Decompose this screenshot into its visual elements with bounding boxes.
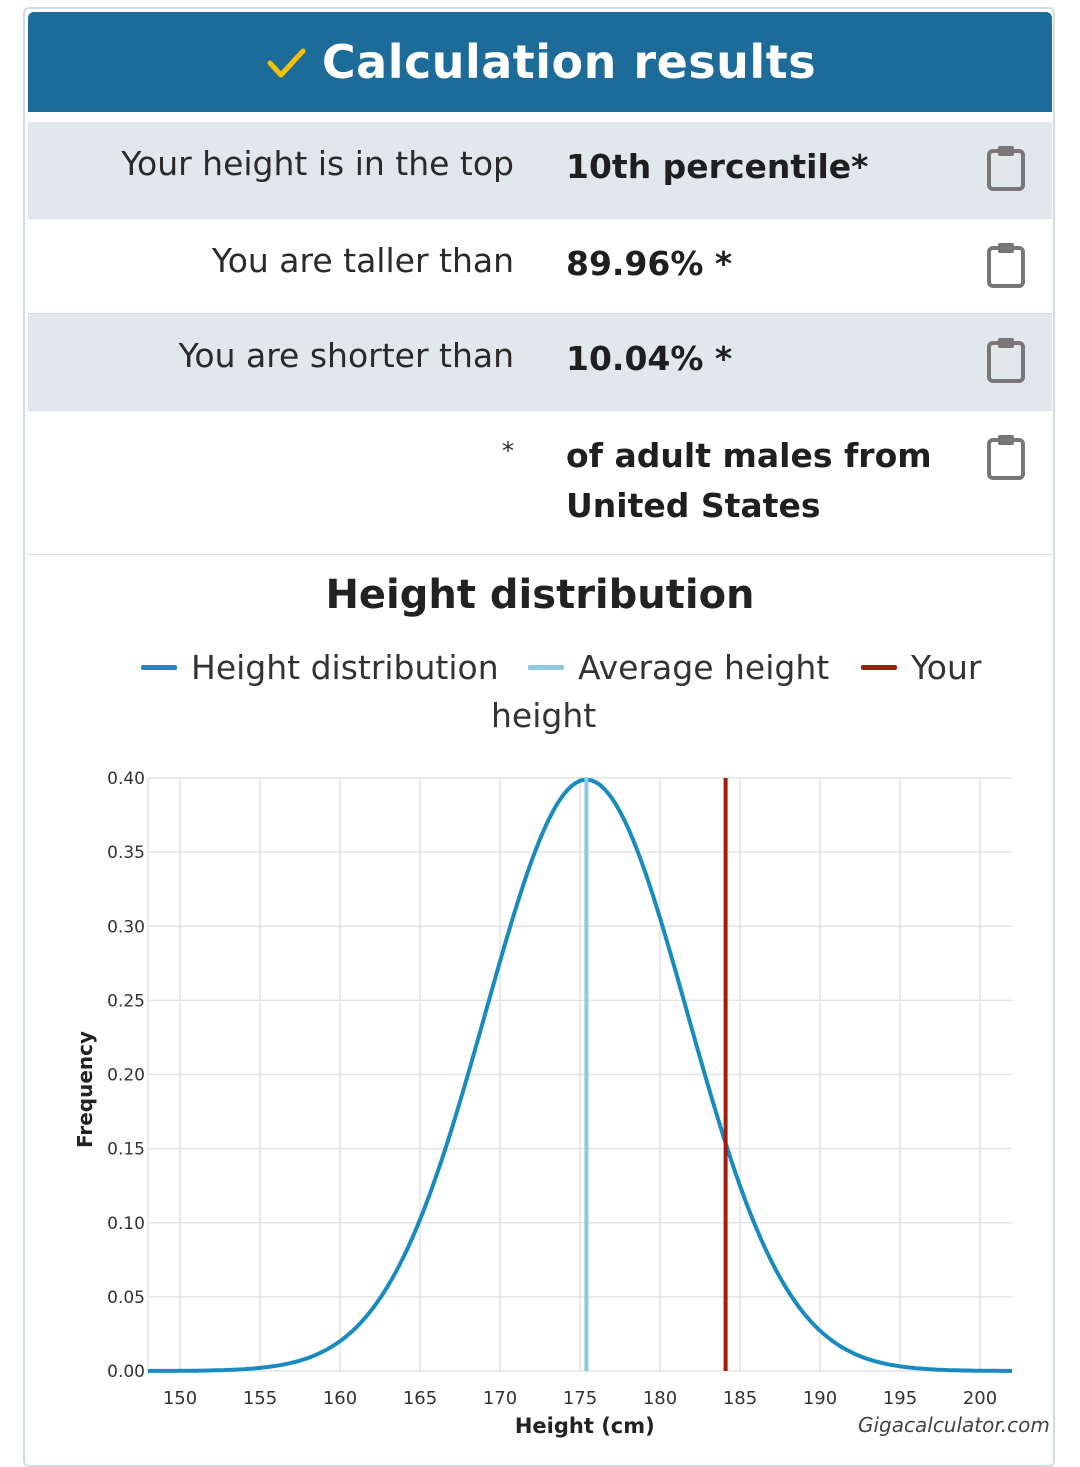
x-tick-label: 195 [883,1388,917,1409]
y-axis-label: Frequency [73,1031,97,1148]
y-tick-label: 0.35 [107,843,145,863]
y-tick-label: 0.20 [107,1066,145,1086]
legend-swatch-average [528,665,564,670]
y-tick-label: 0.10 [107,1214,145,1234]
x-tick-label: 200 [963,1388,997,1409]
chart-title: Height distribution [325,572,755,618]
clipboard-icon[interactable] [986,144,1026,192]
legend-item-average[interactable]: Average height [528,648,829,687]
legend-label-your-part1: Your [911,648,982,687]
x-tick-label: 170 [483,1388,517,1409]
result-label: You are shorter than [178,336,514,375]
x-tick-label: 155 [243,1388,277,1409]
result-value: 89.96% * [566,244,733,283]
y-tick-label: 0.00 [107,1362,145,1382]
results-title: Calculation results [321,35,817,89]
y-tick-label: 0.05 [107,1288,145,1308]
checkmark-icon [267,48,306,78]
legend-item-distribution[interactable]: Height distribution [141,648,499,687]
x-tick-label: 190 [803,1388,837,1409]
result-label: Your height is in the top [121,144,514,183]
x-tick-label: 150 [163,1388,197,1409]
result-row-taller: You are taller than 89.96% * [28,219,1052,314]
footnote-asterisk: * [502,437,514,465]
result-value: 10th percentile* [566,147,869,186]
x-tick-label: 180 [643,1388,677,1409]
result-value: 10.04% * [566,339,733,378]
legend-label-distribution: Height distribution [191,648,499,687]
legend-swatch-your-height [861,665,897,670]
population-line1: of adult males from [566,436,932,475]
legend-label-your-part2: height [491,696,597,735]
x-tick-label: 165 [403,1388,437,1409]
y-tick-label: 0.25 [107,991,145,1011]
legend-item-your-height[interactable]: Your [861,648,981,687]
y-tick-label: 0.15 [107,1140,145,1160]
y-tick-label: 0.30 [107,917,145,937]
result-row-population: * of adult males from United States [28,411,1052,555]
population-line2: United States [566,486,821,525]
x-axis-label: Height (cm) [515,1414,655,1438]
y-tick-label: 0.40 [107,769,145,789]
x-tick-label: 185 [723,1388,757,1409]
x-tick-label: 160 [323,1388,357,1409]
result-row-percentile: Your height is in the top 10th percentil… [28,122,1052,219]
result-label: You are taller than [211,241,514,280]
clipboard-icon[interactable] [986,336,1026,384]
clipboard-icon[interactable] [986,241,1026,289]
series-height-distribution [147,777,1012,1373]
legend-swatch-distribution [141,665,177,670]
x-tick-label: 175 [563,1388,597,1409]
results-header: Calculation results [28,12,1052,112]
legend-label-average: Average height [578,648,830,687]
result-row-shorter: You are shorter than 10.04% * [28,314,1052,411]
credit-text[interactable]: Gigacalculator.com [858,1413,1050,1437]
clipboard-icon[interactable] [986,433,1026,481]
height-distribution-chart: 150 155 160 165 170 175 180 185 190 195 200 0.00 0.0… [73,769,1012,1438]
